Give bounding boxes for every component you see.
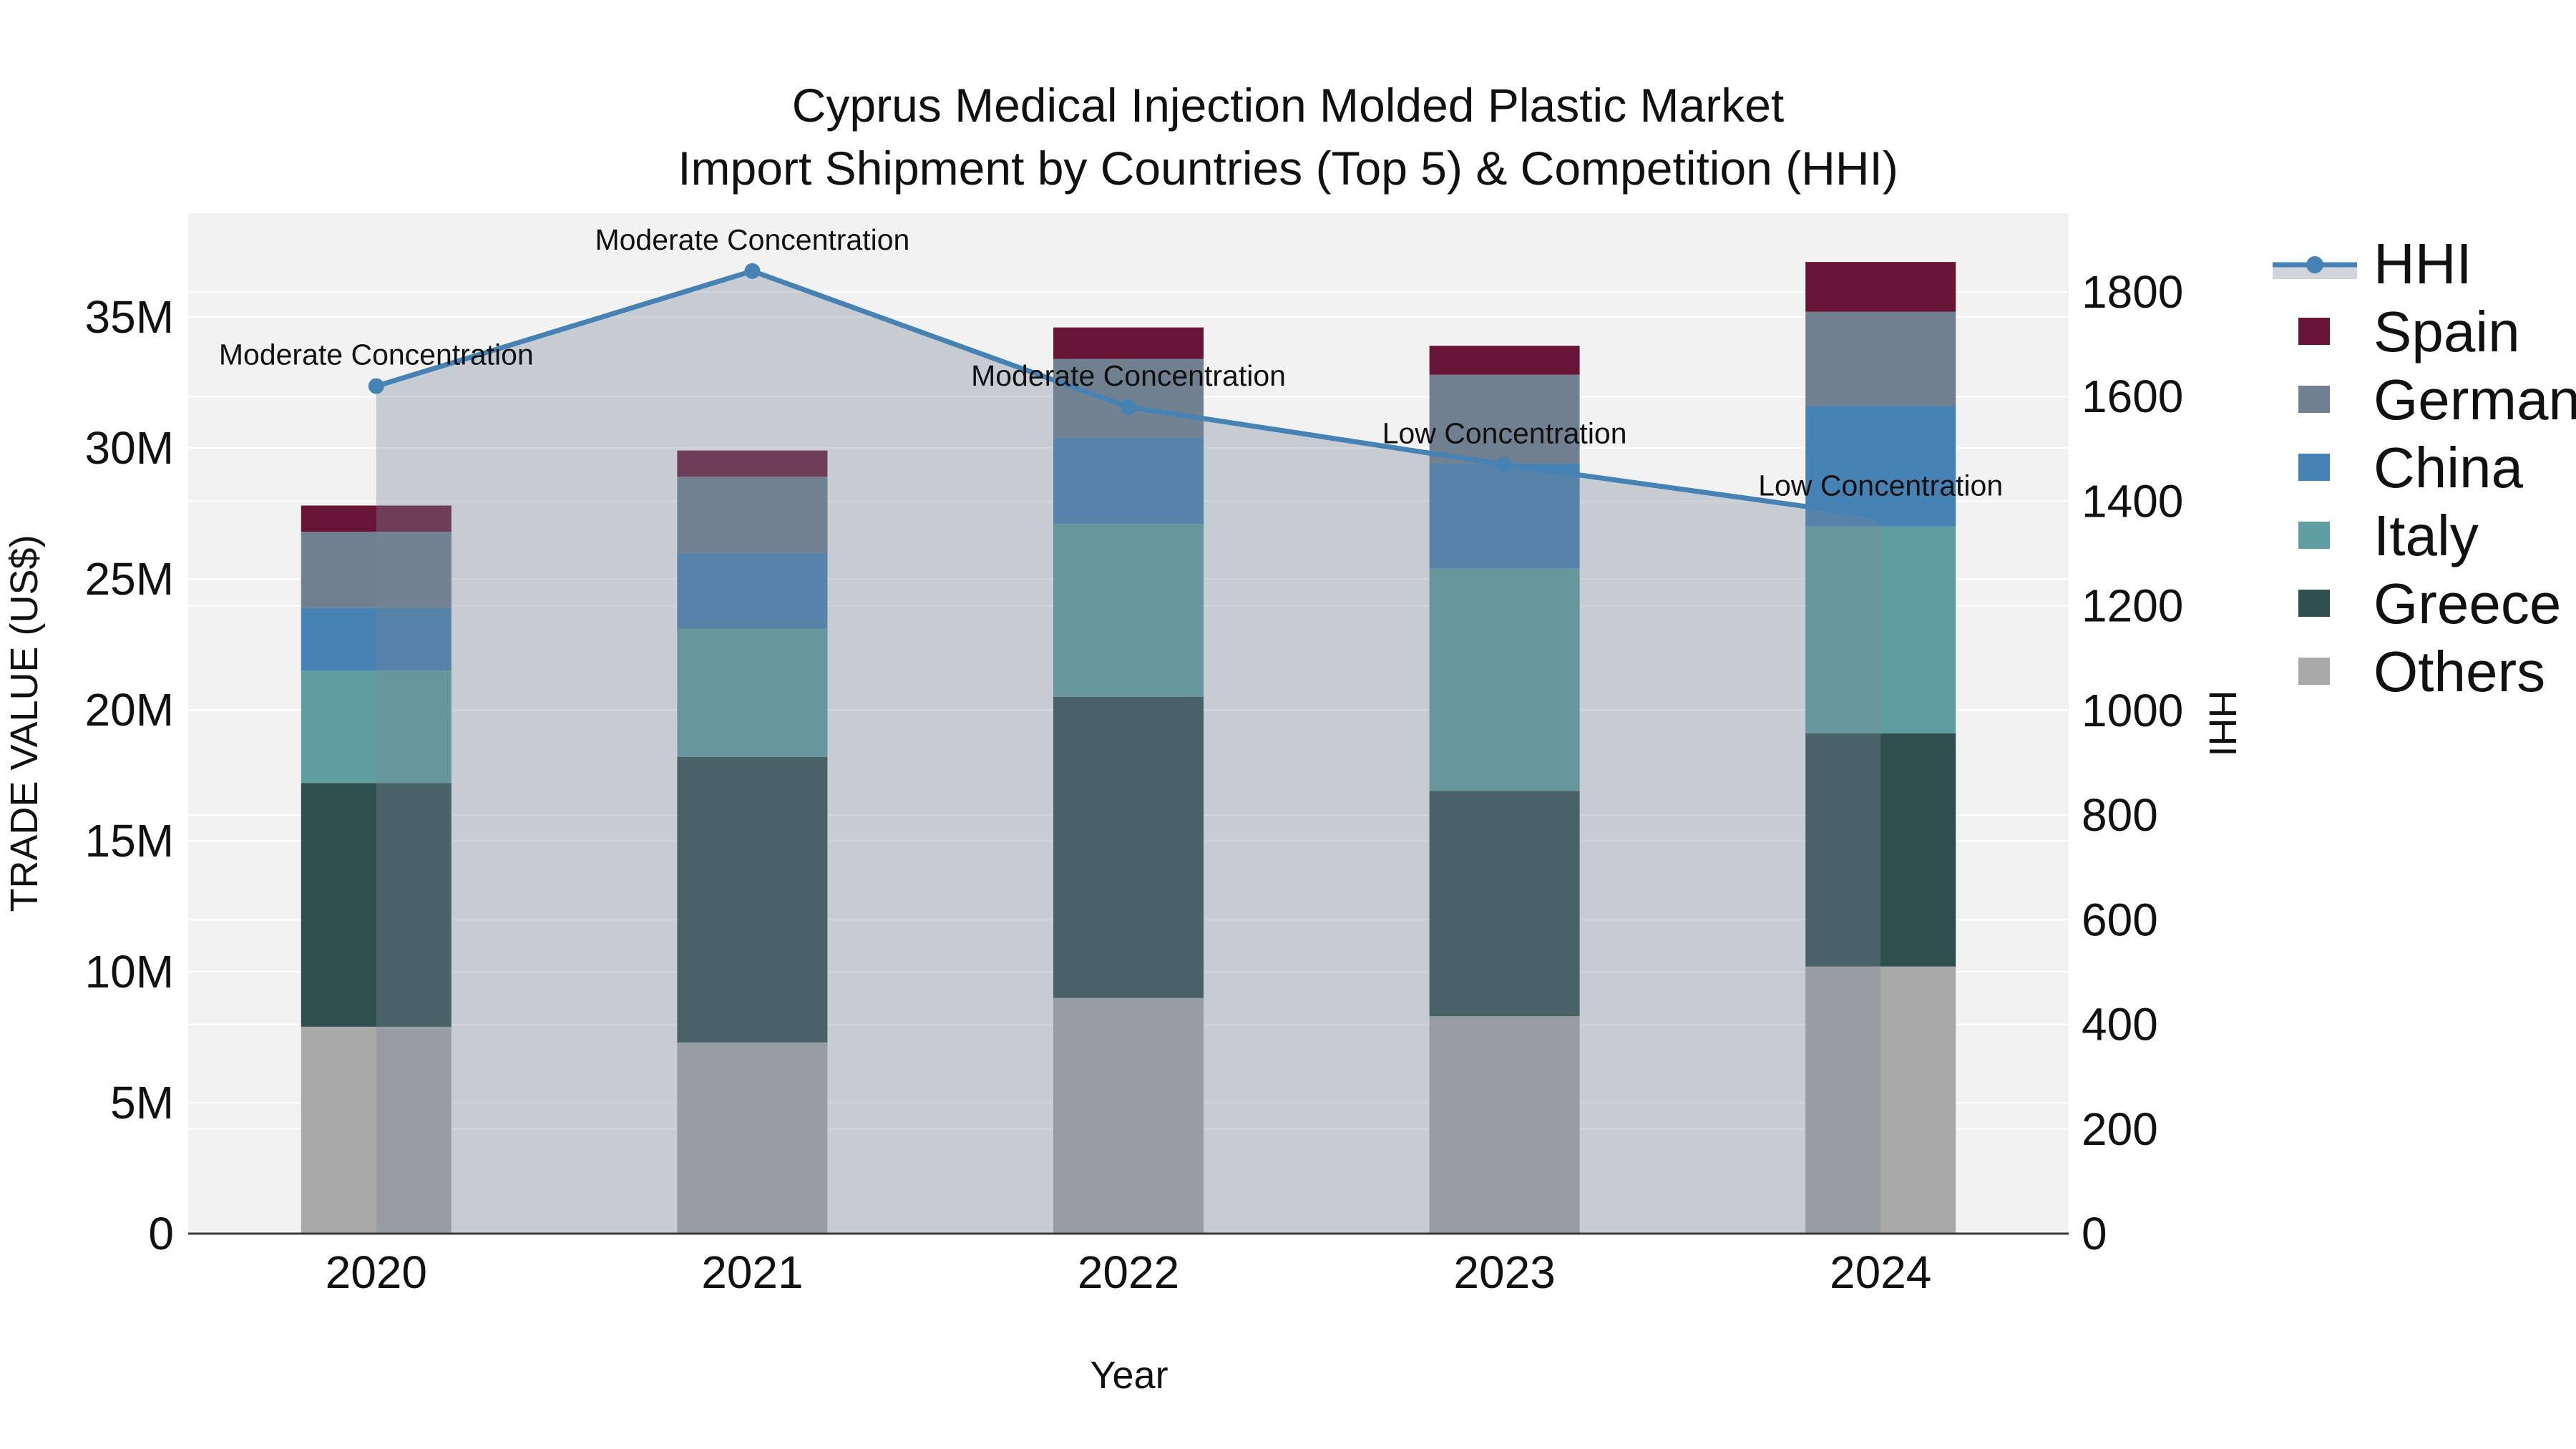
hhi-point-2020[interactable] [368,378,384,394]
annotation-2021: Moderate Concentration [595,223,909,256]
bars-layer [301,262,1956,1234]
bar-segment-greece-2023[interactable] [1429,791,1580,1017]
x-tick-2020: 2020 [326,1246,427,1298]
legend-swatch-germany [2298,386,2330,413]
y-right-tick-1800: 1800 [2082,266,2183,318]
legend-swatch-italy [2298,522,2330,549]
bar-segment-greece-2022[interactable] [1053,696,1204,998]
legend-item-hhi[interactable]: HHI [2273,232,2472,296]
legend-layer: HHISpainGermanyChinaItalyGreeceOthers [2273,232,2576,703]
annotation-layer: Moderate Concentration Moderate Concentra… [219,223,2003,502]
y-axis-title-left: TRADE VALUE (US$) [3,535,46,912]
bar-segment-italy-2023[interactable] [1429,568,1580,791]
annotation-2020: Moderate Concentration [219,338,534,371]
bar-segment-others-2022[interactable] [1053,997,1204,1234]
y-right-tick-800: 800 [2082,789,2158,841]
bar-segment-china-2023[interactable] [1429,463,1580,569]
y-axis-title-right: HHI [2201,691,2244,757]
bar-segment-italy-2024[interactable] [1805,526,1956,733]
x-tick-2022: 2022 [1078,1246,1179,1298]
hhi-point-2023[interactable] [1496,457,1513,473]
bar-segment-greece-2024[interactable] [1805,733,1956,967]
bar-segment-greece-2021[interactable] [677,756,828,1043]
legend-swatch-spain [2298,318,2330,345]
bar-segment-germany-2022[interactable] [1053,358,1204,438]
legend-item-germany[interactable]: Germany [2298,368,2576,431]
legend-item-italy[interactable]: Italy [2298,504,2479,567]
bar-segment-greece-2020[interactable] [301,783,452,1027]
bar-segment-others-2024[interactable] [1805,966,1956,1234]
axes-layer: 0 5M 10M 15M 20M 25M 30M 35M 0 200 400 600 800 1000 12… [85,266,2184,1298]
hhi-point-2022[interactable] [1121,399,1136,415]
y-left-tick-30M: 30M [85,422,175,474]
bar-segment-germany-2023[interactable] [1429,374,1580,464]
legend-item-china[interactable]: China [2298,436,2524,499]
y-right-tick-0: 0 [2082,1208,2107,1259]
bar-segment-italy-2021[interactable] [677,628,828,757]
bar-segment-china-2021[interactable] [677,552,828,629]
bar-segment-spain-2020[interactable] [301,505,452,532]
y-right-tick-600: 600 [2082,894,2158,945]
legend-item-others[interactable]: Others [2298,640,2545,703]
y-left-tick-10M: 10M [85,946,175,997]
annotation-2024: Low Concentration [1758,469,2003,502]
bar-segment-germany-2020[interactable] [301,532,452,608]
legend-item-greece[interactable]: Greece [2298,572,2561,635]
y-right-tick-1400: 1400 [2082,475,2183,527]
hhi-line-layer [368,263,1889,525]
hhi-area-layer [376,270,1881,1234]
annotation-2023: Low Concentration [1382,416,1627,449]
legend-label-spain: Spain [2373,300,2520,364]
y-left-tick-0: 0 [148,1208,174,1259]
bar-segment-others-2020[interactable] [301,1026,452,1234]
y-left-tick-35M: 35M [85,291,175,343]
bar-segment-spain-2021[interactable] [677,450,828,477]
bar-segment-china-2020[interactable] [301,608,452,671]
hhi-point-2021[interactable] [744,263,761,279]
y-right-tick-1200: 1200 [2082,580,2183,632]
legend-item-spain[interactable]: Spain [2298,300,2520,364]
y-right-tick-1600: 1600 [2082,371,2183,422]
legend-swatch-greece [2298,590,2330,617]
chart-title-line2: Import Shipment by Countries (Top 5) & C… [678,142,1898,195]
legend-label-germany: Germany [2373,368,2576,431]
bar-segment-germany-2024[interactable] [1805,311,1956,406]
bar-segment-spain-2022[interactable] [1053,327,1204,359]
x-tick-2023: 2023 [1453,1246,1555,1298]
bar-segment-italy-2022[interactable] [1053,524,1204,697]
bar-segment-spain-2024[interactable] [1805,262,1956,312]
bar-segment-spain-2023[interactable] [1429,346,1580,375]
bar-segment-china-2022[interactable] [1053,437,1204,525]
chart-title-line1: Cyprus Medical Injection Molded Plastic … [792,79,1785,132]
y-right-tick-400: 400 [2082,999,2158,1050]
bar-segment-china-2024[interactable] [1805,406,1956,527]
y-left-tick-20M: 20M [85,684,175,736]
hhi-point-2024[interactable] [1873,509,1889,525]
bar-segment-italy-2020[interactable] [301,670,452,784]
legend-label-china: China [2373,436,2524,499]
bar-segment-others-2021[interactable] [677,1042,828,1234]
x-axis-title: Year [1090,1354,1168,1397]
annotation-2022: Moderate Concentration [971,359,1286,392]
legend-label-hhi: HHI [2373,232,2472,296]
hhi-area-fill [376,270,1881,1234]
bar-segment-germany-2021[interactable] [677,477,828,553]
y-left-tick-25M: 25M [85,553,175,605]
x-tick-2024: 2024 [1830,1246,1931,1298]
legend-label-others: Others [2373,640,2545,703]
legend-label-greece: Greece [2373,572,2561,635]
y-right-tick-1000: 1000 [2082,685,2183,736]
legend-swatch-others [2298,658,2330,685]
x-tick-2021: 2021 [701,1246,803,1298]
bar-segment-others-2023[interactable] [1429,1016,1580,1234]
y-left-tick-15M: 15M [85,815,175,867]
legend-swatch-china [2298,454,2330,481]
legend-label-italy: Italy [2373,504,2479,567]
legend-hhi-marker-swatch [2306,256,2323,273]
y-right-tick-200: 200 [2082,1103,2158,1155]
y-left-tick-5M: 5M [110,1077,174,1128]
